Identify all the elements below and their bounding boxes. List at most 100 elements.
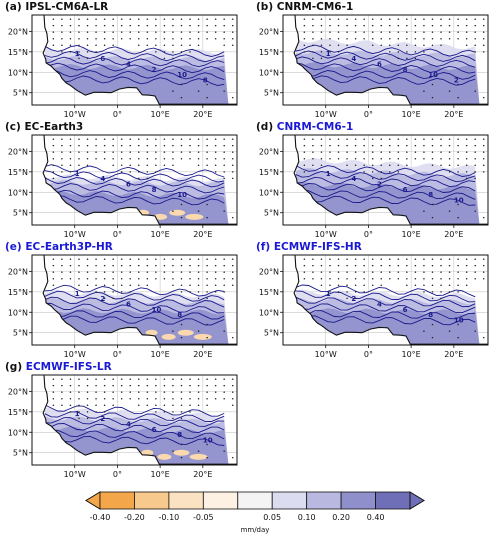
stipple-dot xyxy=(206,404,208,407)
stipple-dot xyxy=(86,277,89,280)
stipple-dot xyxy=(172,397,174,400)
stipple-dot xyxy=(163,404,166,407)
contour-line xyxy=(295,195,476,206)
stipple-dot xyxy=(414,31,417,33)
stipple-dot xyxy=(465,277,468,280)
stipple-dot xyxy=(371,24,374,27)
stipple-dot xyxy=(112,271,114,273)
stipple-dot xyxy=(214,264,217,267)
stipple-dot xyxy=(482,164,485,167)
map-b: 1 4 6 8 10 2 20°N 15°N 10°N 5°N 10°W 0° 10°E 20°E xyxy=(259,14,489,119)
stipple-dot xyxy=(78,397,80,400)
stipple-dot xyxy=(231,264,234,267)
stipple-dot xyxy=(457,157,459,160)
stipple-dot xyxy=(189,138,191,140)
stipple-dot xyxy=(95,31,97,33)
contour-line xyxy=(44,189,225,200)
stipple-dot xyxy=(78,144,80,147)
stipple-dot xyxy=(414,44,417,47)
stipple-dot xyxy=(172,391,174,393)
stipple-dot xyxy=(206,96,208,99)
stipple-dot xyxy=(146,271,149,273)
stipple-dot xyxy=(414,157,417,160)
stipple-dot xyxy=(206,24,208,27)
stipple-dot xyxy=(197,284,200,287)
stipple-dot xyxy=(448,144,451,147)
contour-line xyxy=(295,75,476,86)
stipple-dot xyxy=(223,378,225,380)
stipple-dot xyxy=(440,264,442,267)
colorbar-segment xyxy=(306,491,342,510)
stipple-dot xyxy=(406,31,408,33)
stipple-dot xyxy=(197,271,200,273)
stipple-dot xyxy=(457,271,459,273)
stipple-dot xyxy=(397,164,400,167)
stipple-dot xyxy=(61,138,63,140)
stipple-dot xyxy=(146,397,149,400)
stipple-dot xyxy=(346,144,348,147)
stipple-dot xyxy=(223,18,225,20)
lat-tick-label: 20°N xyxy=(259,27,279,36)
stipple-dot xyxy=(52,157,55,160)
stipple-dot xyxy=(231,284,234,287)
stipple-dot xyxy=(329,284,331,287)
stipple-dot xyxy=(406,164,408,167)
stipple-dot xyxy=(120,391,123,393)
stipple-dot xyxy=(214,138,217,140)
stipple-dot xyxy=(346,151,348,153)
stipple-dot xyxy=(103,44,106,47)
stipple-dot xyxy=(95,18,97,20)
stipple-dot xyxy=(346,18,348,20)
contour-line xyxy=(44,45,225,57)
stipple-dot xyxy=(474,138,476,140)
contour-line xyxy=(44,309,225,320)
stipple-dot xyxy=(474,271,476,273)
stipple-dot xyxy=(86,24,89,27)
lat-tick-label: 10°N xyxy=(259,188,279,197)
stipple-dot xyxy=(312,18,314,20)
stipple-dot xyxy=(189,51,191,53)
stipple-dot xyxy=(371,271,374,273)
stipple-dot xyxy=(448,258,451,260)
stipple-dot xyxy=(197,378,200,380)
stipple-dot xyxy=(406,57,408,60)
contour-line xyxy=(44,315,225,326)
stipple-dot xyxy=(231,258,234,260)
stipple-dot xyxy=(329,44,331,47)
stipple-dot xyxy=(231,157,234,160)
stipple-dot xyxy=(197,90,200,92)
stipple-dot xyxy=(312,258,314,260)
stipple-dot xyxy=(95,411,97,413)
stipple-dot xyxy=(231,144,234,147)
stipple-dot xyxy=(189,44,191,47)
stipple-dot xyxy=(363,144,365,147)
stipple-dot xyxy=(189,291,191,293)
contour-line xyxy=(44,195,225,206)
lon-tick-label: 10°E xyxy=(151,350,170,359)
dry-shading xyxy=(189,453,208,460)
stipple-dot xyxy=(78,44,80,47)
stipple-dot xyxy=(189,404,191,407)
stipple-dot xyxy=(214,24,217,27)
stipple-dot xyxy=(380,31,382,33)
stipple-dot xyxy=(312,277,314,280)
stipple-dot xyxy=(363,164,365,167)
stipple-dot xyxy=(448,171,451,173)
stipple-dot xyxy=(231,151,234,153)
contour-label: 4 xyxy=(351,55,356,63)
stipple-dot xyxy=(312,138,314,140)
stipple-dot xyxy=(120,37,123,40)
stipple-dot xyxy=(431,144,434,147)
stipple-dot xyxy=(120,271,123,273)
stipple-dot xyxy=(337,151,340,153)
stipple-dot xyxy=(189,277,191,280)
stipple-dot xyxy=(52,177,55,180)
stipple-dot xyxy=(172,164,174,167)
stipple-dot xyxy=(61,151,63,153)
stipple-dot xyxy=(189,37,191,40)
stipple-dot xyxy=(155,24,157,27)
stipple-dot xyxy=(320,157,323,160)
stipple-dot xyxy=(197,24,200,27)
stipple-dot xyxy=(423,291,425,293)
stipple-dot xyxy=(155,271,157,273)
